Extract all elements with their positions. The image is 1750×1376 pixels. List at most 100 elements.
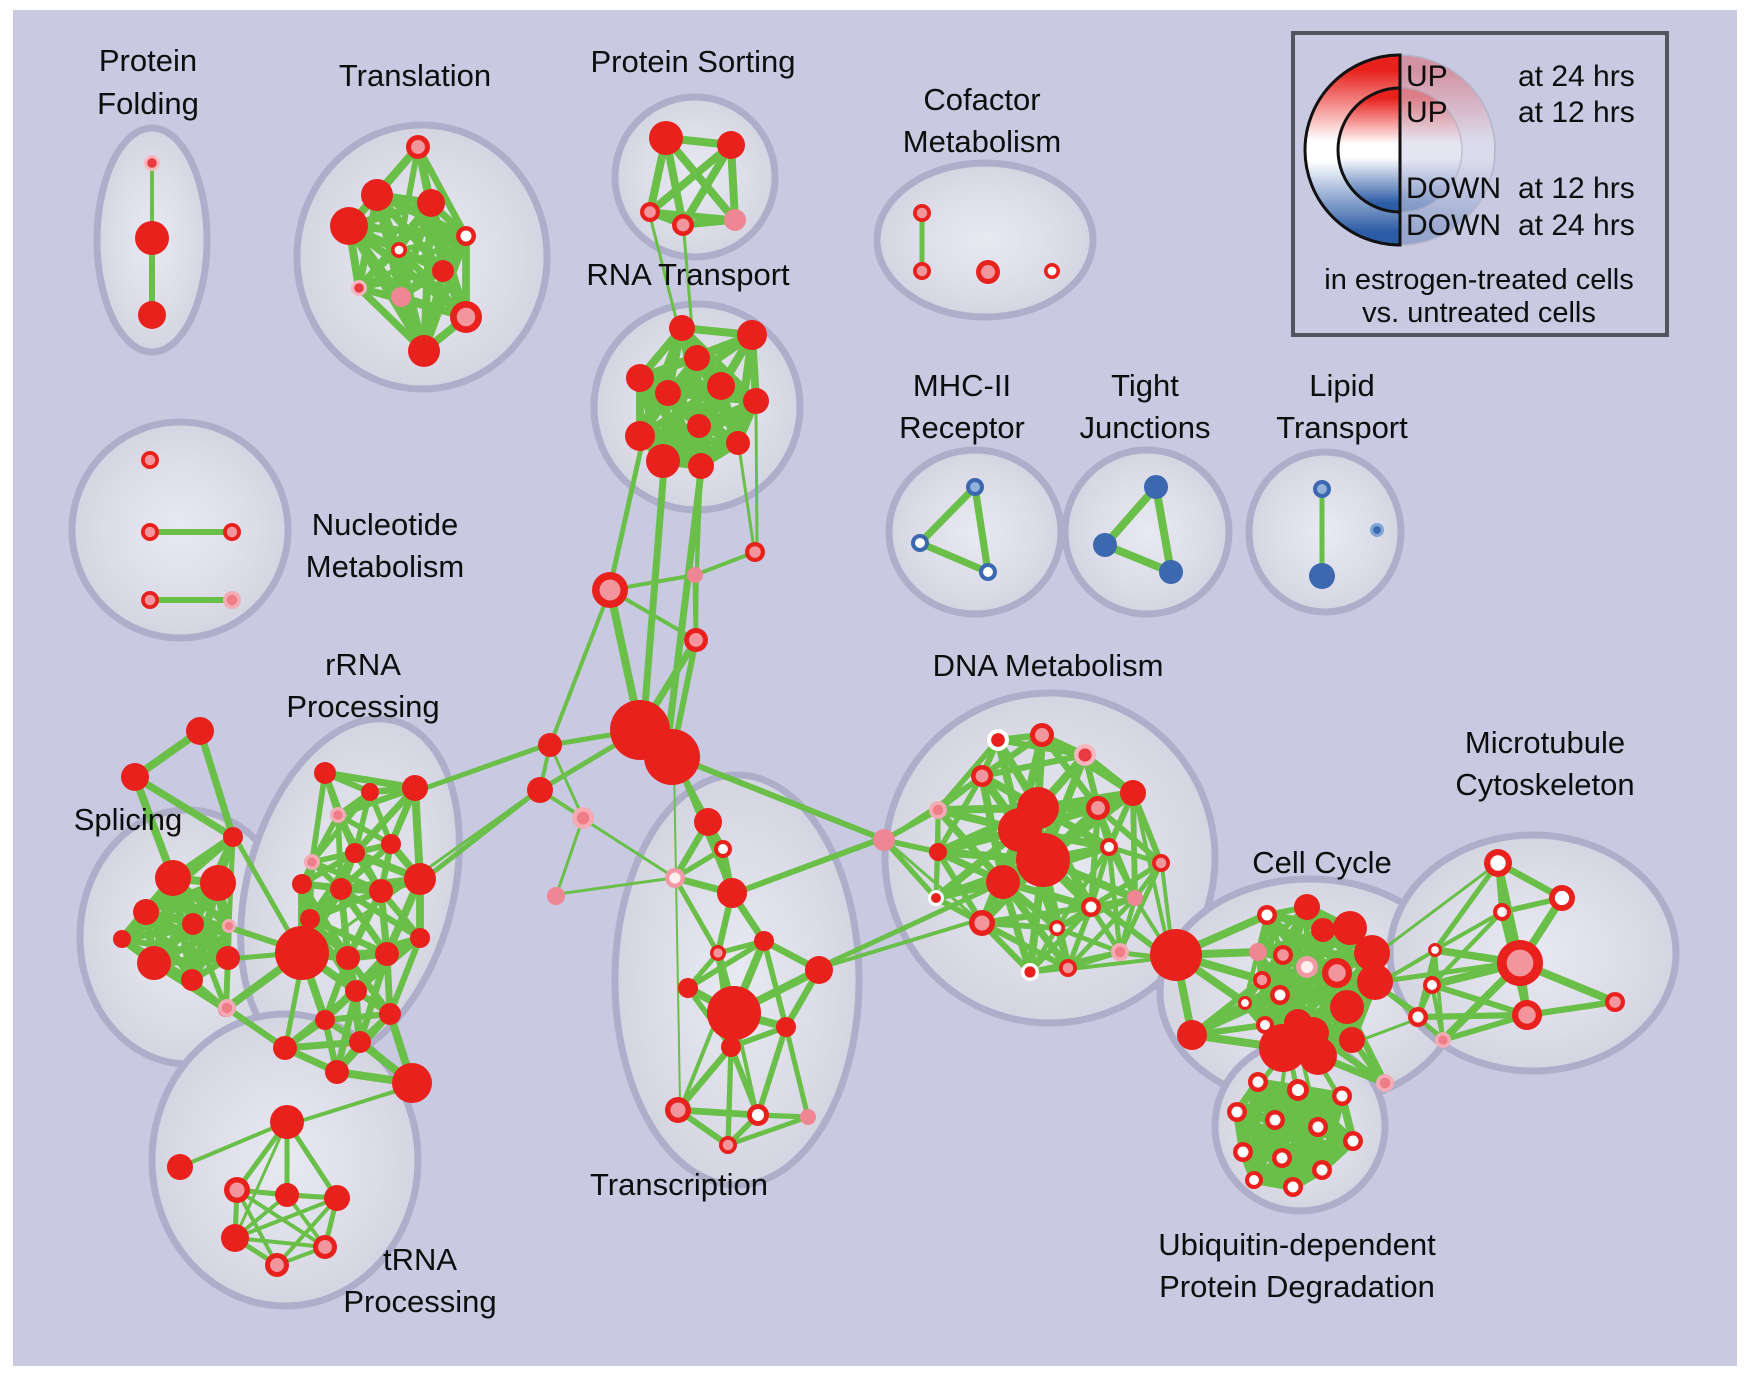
network-node <box>684 345 710 371</box>
network-edge <box>978 903 1095 927</box>
network-edge <box>818 918 980 970</box>
cluster-label-lipid-transport: Transport <box>1276 410 1408 445</box>
cluster-label-dna-metabolism: DNA Metabolism <box>933 648 1164 683</box>
network-node <box>379 1003 401 1025</box>
network-node <box>1127 890 1143 906</box>
cluster-label-cell-cycle: Cell Cycle <box>1252 845 1392 880</box>
network-node <box>1339 1027 1365 1053</box>
network-node <box>314 762 336 784</box>
network-node <box>547 887 565 905</box>
network-node <box>410 928 430 948</box>
network-edge <box>1117 860 1164 955</box>
network-node-center <box>1291 1083 1305 1097</box>
network-edge <box>636 382 725 440</box>
cluster-label-ubiquitin-degradation: Protein Degradation <box>1159 1269 1435 1304</box>
network-node <box>315 1010 335 1030</box>
network-node <box>1294 894 1320 920</box>
network-edge <box>1414 1011 1531 1021</box>
network-node <box>726 431 750 455</box>
network-edge <box>396 233 469 253</box>
network-edge <box>971 483 992 576</box>
network-edge <box>916 539 992 576</box>
network-node <box>687 414 711 438</box>
network-node-center <box>931 893 941 903</box>
network-edge <box>649 218 681 332</box>
network-edge <box>344 887 385 962</box>
network-node <box>275 1183 299 1207</box>
network-node-center <box>975 769 989 783</box>
network-node-center <box>1260 1020 1270 1030</box>
network-node <box>743 388 769 414</box>
network-node-center <box>916 265 928 277</box>
network-node <box>644 729 700 785</box>
network-edge <box>118 935 232 962</box>
network-node-center <box>1518 1006 1536 1024</box>
network-edge <box>306 887 385 923</box>
network-node <box>432 260 454 282</box>
network-edge <box>680 1028 714 1107</box>
cluster-label-microtubule-cytoskeleton: Microtubule <box>1465 725 1625 760</box>
network-edge <box>725 1114 811 1148</box>
network-node-center <box>1249 1175 1259 1185</box>
network-edge <box>556 876 675 896</box>
network-node <box>721 1037 741 1057</box>
network-node <box>273 1036 297 1060</box>
network-edge <box>754 406 759 548</box>
cluster-label-ubiquitin-degradation: Ubiquitin-dependent <box>1158 1227 1436 1262</box>
network-node-center <box>229 1182 245 1198</box>
network-edge <box>119 923 232 942</box>
network-node-center <box>1052 923 1062 933</box>
network-node <box>375 942 399 966</box>
network-node <box>873 829 895 851</box>
network-node-center <box>307 857 317 867</box>
network-node <box>1144 475 1168 499</box>
network-edge <box>386 934 424 1018</box>
network-node <box>324 1185 350 1211</box>
network-edge <box>1372 864 1496 958</box>
network-node <box>1330 990 1364 1024</box>
network-edge <box>1432 860 1501 953</box>
cluster-label-cofactor-metabolism: Metabolism <box>903 124 1062 159</box>
network-node <box>688 453 714 479</box>
network-node-center <box>144 454 156 466</box>
network-node-center <box>460 230 472 242</box>
cluster-label-nucleotide-metabolism: Metabolism <box>306 549 465 584</box>
network-node <box>138 301 166 329</box>
cluster-label-rrna-processing: Processing <box>286 689 439 724</box>
network-edge <box>685 938 767 991</box>
network-node <box>1177 1020 1207 1050</box>
network-node <box>275 926 329 980</box>
network-node-center <box>1277 949 1289 961</box>
network-edge <box>761 938 789 1030</box>
network-node <box>1309 563 1335 589</box>
network-node-center <box>1256 974 1268 986</box>
network-edge <box>321 769 419 792</box>
network-edge <box>916 483 979 547</box>
network-edge <box>414 741 552 794</box>
network-node-center <box>599 579 621 601</box>
network-node-center <box>270 1258 284 1272</box>
network-edge <box>662 134 739 224</box>
network-node-center <box>1412 1011 1424 1023</box>
network-node-center <box>1490 855 1506 871</box>
network-node <box>404 863 436 895</box>
network-node <box>155 860 191 896</box>
cluster-label-protein-folding: Protein <box>99 43 197 78</box>
network-edge <box>674 1043 735 1114</box>
network-node-center <box>1554 890 1570 906</box>
network-node <box>805 956 833 984</box>
network-nodes <box>113 121 1625 1277</box>
network-node <box>300 909 320 929</box>
legend-time-label-1: at 12 hrs <box>1518 96 1635 129</box>
network-node-center <box>224 921 234 931</box>
network-node <box>687 567 703 583</box>
network-node-center <box>1024 966 1036 978</box>
legend-footer-line-1: vs. untreated cells <box>1362 297 1596 329</box>
network-edge <box>309 770 328 865</box>
network-node <box>1093 533 1117 557</box>
network-edge <box>235 1188 327 1249</box>
network-edge <box>583 818 674 878</box>
network-edge <box>886 840 980 922</box>
network-edge <box>737 445 756 551</box>
